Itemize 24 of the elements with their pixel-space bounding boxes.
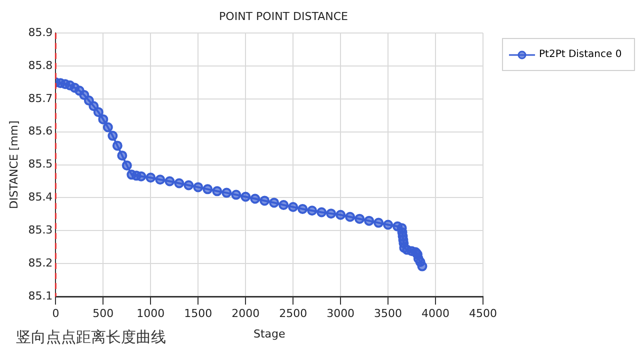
y-tick-label: 85.4 xyxy=(28,190,53,204)
x-tick-label: 2000 xyxy=(232,307,260,320)
x-tick-label: 0 xyxy=(52,307,60,320)
y-tick-label: 85.5 xyxy=(28,158,53,171)
x-tick-label: 1000 xyxy=(136,307,165,320)
legend-label: Pt2Pt Distance 0 xyxy=(539,49,622,60)
y-tick-label: 85.8 xyxy=(28,58,53,72)
y-tick-label: 85.7 xyxy=(28,92,53,105)
y-tick-label: 85.9 xyxy=(28,26,53,39)
y-axis-title: DISTANCE [mm] xyxy=(7,120,20,210)
x-tick-label: 4000 xyxy=(422,307,450,320)
x-tick-label: 1500 xyxy=(184,307,212,320)
x-axis-title: Stage xyxy=(253,327,286,340)
x-tick-label: 4500 xyxy=(469,307,498,320)
x-tick-label: 2500 xyxy=(279,307,308,320)
x-tick-label: 3500 xyxy=(374,307,402,320)
x-tick-label: 3000 xyxy=(326,307,355,320)
x-tick-label: 500 xyxy=(92,307,114,320)
chart-title: POINT POINT DISTANCE xyxy=(218,10,349,23)
text: 竖向点点距离长度曲线 xyxy=(16,328,166,347)
y-tick-label: 85.3 xyxy=(28,224,53,237)
y-tick-label: 85.6 xyxy=(28,124,53,138)
y-tick-label: 85.1 xyxy=(28,289,53,302)
y-tick-label: 85.2 xyxy=(28,256,53,270)
